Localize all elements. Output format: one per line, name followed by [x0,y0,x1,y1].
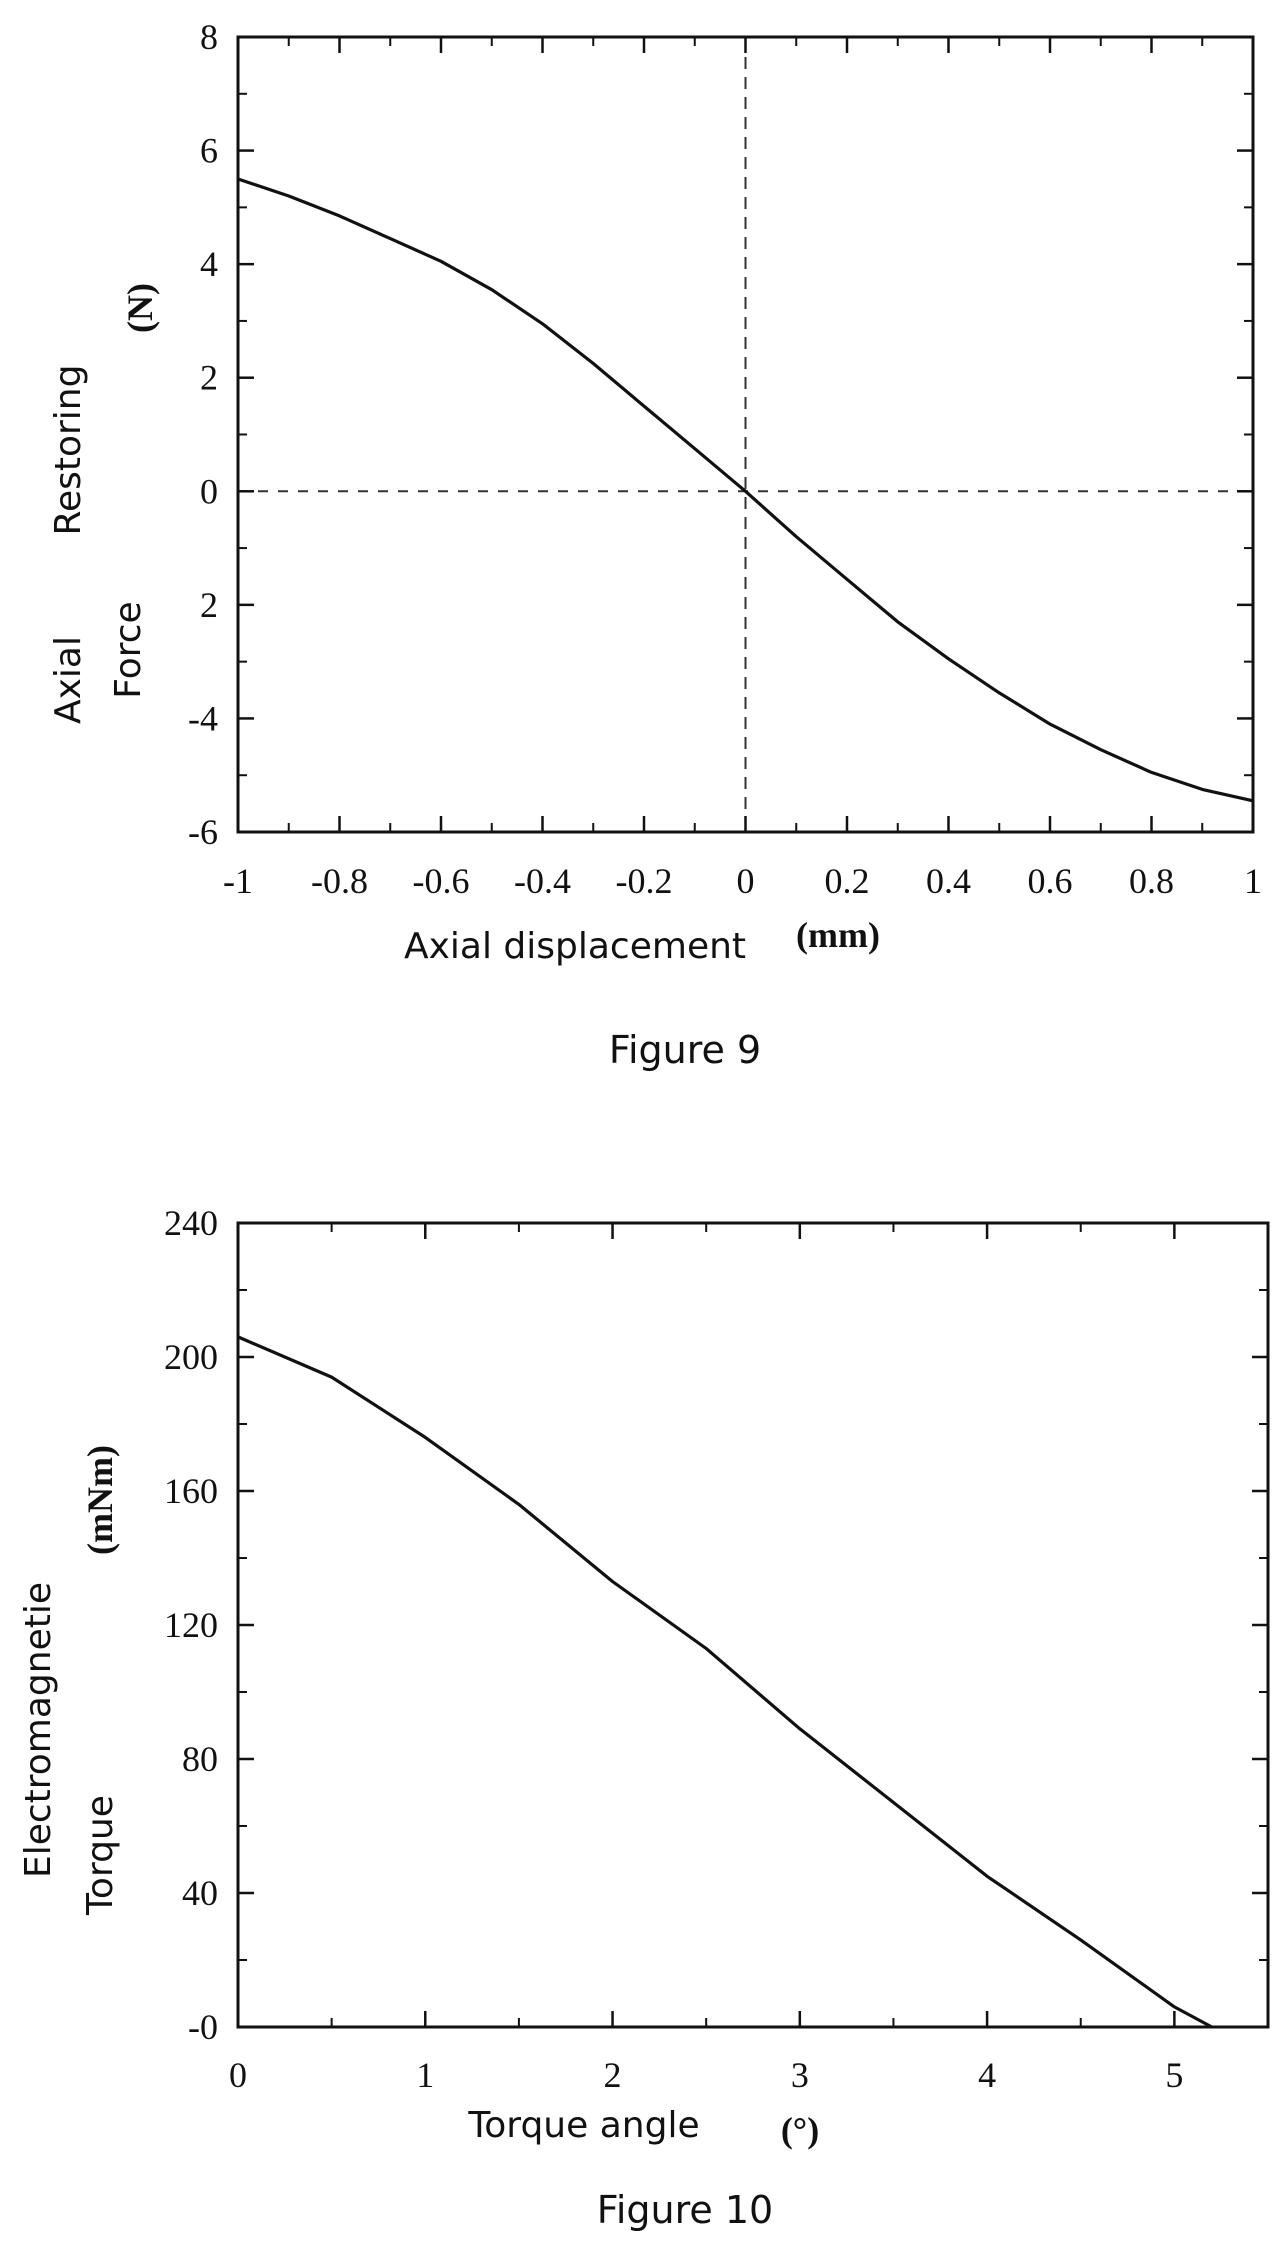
x-tick-label: 5 [1165,2055,1183,2095]
y-tick-label: 0 [200,471,218,511]
data-series-line [237,1335,1213,2029]
x-tick-label: 0.4 [926,861,971,901]
y-tick-label: 200 [164,1337,218,1377]
x-tick-label: 0.8 [1129,861,1174,901]
x-axis-unit: (°) [781,2110,819,2150]
figure-10-chart: 0 1 2 3 4 5 -0 40 80 120 160 200 240 Torque angle (°) E… [18,1203,1270,2232]
y-tick-label: 4 [200,244,218,284]
y-tick-label: -0 [188,2007,218,2047]
y-axis-label-line: Force [108,601,149,698]
y-axis-label-line: Axial [48,636,89,724]
y-axis-unit: (N) [120,283,160,333]
x-tick-label: 2 [604,2055,622,2095]
y-tick-label: 6 [200,131,218,171]
x-tick-label: 1 [416,2055,434,2095]
y-axis-label-line: Restoring [48,365,89,536]
y-tick-label: 2 [200,585,218,625]
y-axis-label-line: Torque [80,1795,121,1916]
y-tick-label: 160 [164,1471,218,1511]
y-tick-label: -6 [188,812,218,852]
y-axis-label-line: Electromagnetie [18,1582,59,1878]
y-axis-unit: (mNm) [80,1445,120,1555]
plot-frame [236,35,1255,834]
y-tick-label: 240 [164,1203,218,1243]
x-axis-unit: (mm) [796,915,880,955]
figure-caption: Figure 10 [597,2188,773,2232]
y-tick-label: 8 [200,17,218,57]
figure-9-chart: -1 -0.8 -0.6 -0.4 -0.2 0 0.2 0.4 0.6 0.8 1 -6 -4 2 0 2 4… [48,17,1262,1072]
x-tick-label: 3 [791,2055,809,2095]
figure-caption: Figure 9 [609,1028,761,1072]
x-axis-label: Torque angle [467,2105,699,2146]
x-tick-label: -0.2 [616,861,673,901]
x-tick-label: 0.6 [1028,861,1073,901]
y-tick-label: 2 [200,358,218,398]
plot-frame [236,1221,1270,2029]
x-tick-label: -0.4 [514,861,571,901]
x-tick-label: 0 [229,2055,247,2095]
x-tick-label: -1 [223,861,253,901]
x-tick-label: 4 [978,2055,996,2095]
x-tick-label: -0.8 [311,861,368,901]
y-tick-label: 40 [182,1873,218,1913]
y-tick-label: 120 [164,1605,218,1645]
x-tick-label: 1 [1244,861,1262,901]
x-tick-label: -0.6 [413,861,470,901]
y-tick-label: -4 [188,698,218,738]
data-series-line [237,177,1254,803]
x-tick-label: 0.2 [825,861,870,901]
x-axis-label: Axial displacement [404,926,746,967]
y-tick-label: 80 [182,1739,218,1779]
x-tick-label: 0 [737,861,755,901]
